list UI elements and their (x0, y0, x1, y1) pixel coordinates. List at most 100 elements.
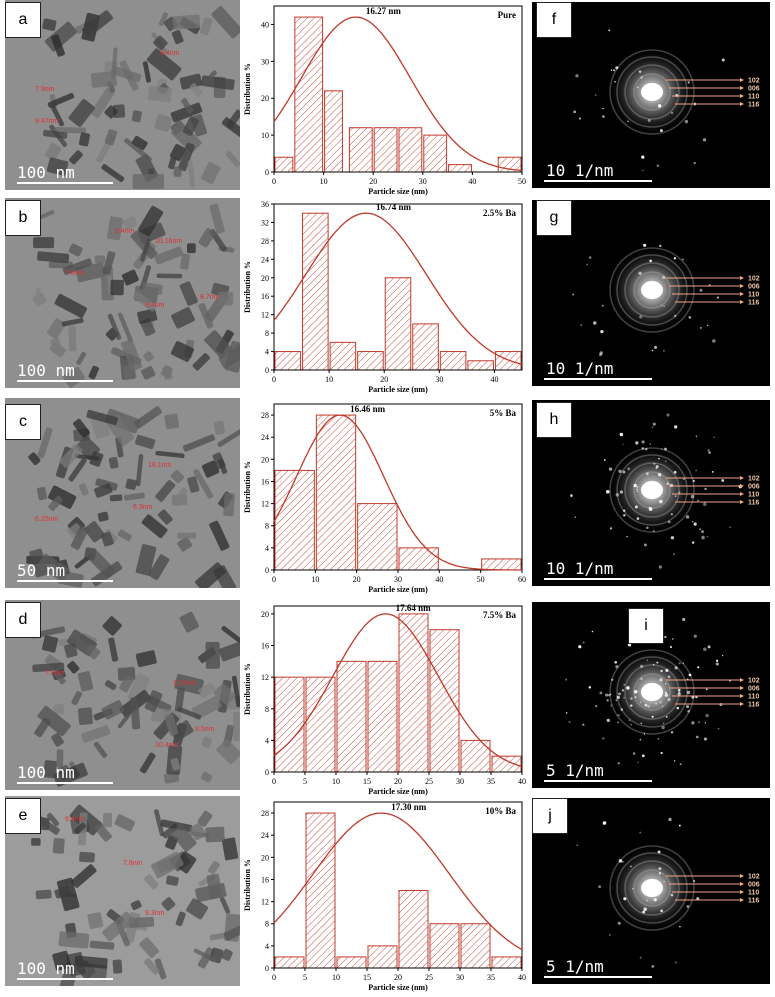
diffraction-spot (663, 880, 666, 883)
tem-particle (204, 330, 232, 359)
x-tick-label: 15 (363, 777, 371, 786)
measurement-label: 9.4nm (145, 302, 165, 309)
diffraction-spot (565, 678, 568, 681)
hkl-label: 116 (748, 300, 759, 307)
tem-particle (62, 366, 86, 388)
histogram-bar (302, 212, 329, 371)
histogram-bar (398, 890, 429, 969)
diffraction-ring (616, 852, 688, 924)
diffraction-spot (676, 706, 679, 710)
tem-image: a 9.47nm 7.9nm 9.4nm 100 nm (5, 0, 240, 190)
diffraction-ring (609, 649, 695, 735)
y-tick-label: 16 (261, 477, 269, 486)
tem-particle (197, 810, 213, 827)
y-tick-label: 32 (261, 218, 269, 227)
histogram-bar (367, 660, 398, 773)
tem-particle (71, 691, 83, 706)
tem-particle (155, 450, 185, 459)
hkl-label: 116 (748, 898, 759, 905)
tem-particle (143, 351, 154, 362)
tem-particle (53, 671, 66, 685)
hkl-arrowhead (740, 890, 744, 894)
diffraction-spot (688, 316, 692, 319)
diffraction-spot (656, 164, 659, 167)
y-tick-label: 0 (265, 768, 269, 777)
diffraction-spot (699, 326, 702, 329)
diffraction-spot (664, 460, 667, 463)
mean-size-label: 16.74 nm (376, 202, 412, 212)
tem-particle (123, 492, 145, 501)
diffraction-spot (657, 472, 662, 477)
histogram-bar (429, 629, 460, 773)
histogram-bar (274, 351, 302, 371)
tem-particle (74, 822, 86, 835)
diffraction-ring (609, 845, 695, 931)
tem-particle (71, 864, 97, 888)
diffraction-spot (618, 469, 622, 473)
hkl-label: 006 (748, 484, 760, 491)
tem-particle (186, 898, 209, 920)
diffraction-spot (646, 899, 649, 902)
diffraction-spot (635, 441, 639, 445)
diffraction-spot (603, 737, 605, 739)
measurement-label: 9.4nm (160, 50, 180, 57)
tem-particle (221, 948, 233, 961)
histogram-bar (398, 127, 423, 173)
diffraction-spot (615, 699, 618, 702)
histogram-bar (481, 558, 522, 571)
histogram-bar (398, 613, 429, 773)
diffraction-spot (636, 486, 639, 488)
tem-particle (59, 962, 79, 986)
tem-particle (191, 695, 223, 720)
x-tick-label: 30 (419, 177, 427, 186)
diffraction-spot (660, 129, 663, 133)
tem-particle (171, 30, 184, 45)
tem-particle (45, 142, 62, 161)
diffraction-spot (669, 645, 673, 649)
diffraction-spot (642, 910, 645, 914)
diffraction-spot (664, 635, 667, 639)
hkl-arrowhead (740, 874, 744, 878)
tem-particle (104, 129, 118, 146)
tem-particle (97, 511, 109, 522)
hkl-label: 006 (748, 86, 760, 93)
diffraction-spot (619, 490, 623, 494)
diffraction-spot (716, 296, 720, 299)
tem-particle (170, 470, 185, 484)
diffraction-spot (693, 634, 697, 638)
tem-particle (201, 736, 212, 749)
diffraction-ring (616, 254, 688, 326)
diffraction-spot (646, 526, 649, 530)
tem-particle (108, 637, 119, 662)
histogram-bar (348, 127, 373, 173)
tem-particle (217, 429, 240, 447)
figure-row-b: b 10.16nm 9.4nm 7.8nm 9.4nm 8.7nm 100 nm… (0, 198, 775, 394)
diffraction-ring (633, 73, 671, 111)
sample-label: 7.5% Ba (483, 610, 517, 620)
diffraction-spot (595, 705, 598, 708)
tem-particle (137, 222, 166, 244)
diffraction-spot (626, 535, 628, 538)
x-tick-label: 40 (518, 777, 526, 786)
saed-pattern: f 102 006 110 116 10 1/nm (532, 2, 770, 188)
diffraction-spot (686, 690, 691, 695)
hkl-arrowhead (740, 292, 744, 296)
y-tick-label: 20 (261, 274, 269, 283)
x-axis-label: Particle size (nm) (368, 585, 428, 594)
y-tick-label: 0 (265, 964, 269, 973)
scale-bar (17, 782, 113, 784)
diffraction-spot (615, 665, 619, 669)
tem-particle (233, 711, 240, 742)
scale-label: 100 nm (17, 361, 75, 380)
diffraction-spot (627, 120, 629, 122)
panel-letter: d (5, 602, 41, 638)
diffraction-spot (586, 263, 588, 266)
y-tick-label: 20 (261, 610, 269, 619)
tem-particle (85, 644, 101, 660)
tem-particle (164, 413, 180, 430)
histogram-bar (357, 351, 384, 371)
diffraction-spot (703, 502, 707, 507)
measurement-label: 9.5nm (195, 726, 215, 733)
diffraction-spot (630, 697, 633, 700)
x-axis-label: Particle size (nm) (368, 187, 428, 196)
